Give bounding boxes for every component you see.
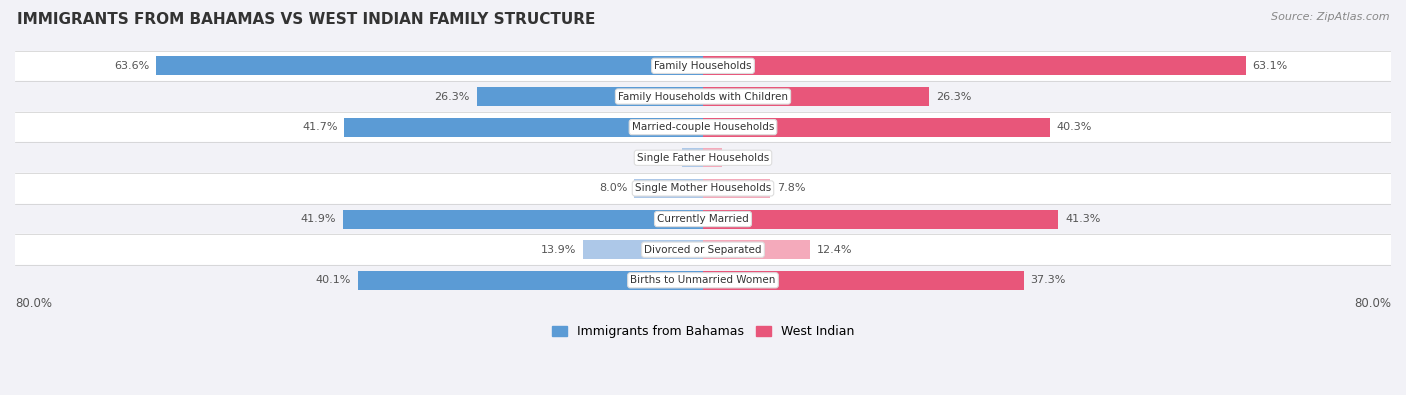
Bar: [15, 51, 1391, 81]
Bar: [703, 118, 1050, 137]
Text: Single Father Households: Single Father Households: [637, 153, 769, 163]
Text: Single Mother Households: Single Mother Households: [636, 183, 770, 194]
Bar: [15, 112, 1391, 143]
Text: IMMIGRANTS FROM BAHAMAS VS WEST INDIAN FAMILY STRUCTURE: IMMIGRANTS FROM BAHAMAS VS WEST INDIAN F…: [17, 12, 595, 27]
Bar: [15, 143, 1391, 173]
Bar: [344, 118, 703, 137]
Bar: [359, 271, 703, 290]
Bar: [477, 87, 703, 106]
Bar: [634, 179, 703, 198]
Bar: [15, 265, 1391, 295]
Text: Family Households with Children: Family Households with Children: [619, 92, 787, 102]
Bar: [703, 56, 1246, 75]
Text: Source: ZipAtlas.com: Source: ZipAtlas.com: [1271, 12, 1389, 22]
Bar: [343, 210, 703, 229]
Text: 2.2%: 2.2%: [728, 153, 758, 163]
Text: Births to Unmarried Women: Births to Unmarried Women: [630, 275, 776, 285]
Text: Married-couple Households: Married-couple Households: [631, 122, 775, 132]
Text: 37.3%: 37.3%: [1031, 275, 1066, 285]
Text: 26.3%: 26.3%: [434, 92, 470, 102]
Bar: [15, 234, 1391, 265]
Text: 2.4%: 2.4%: [647, 153, 675, 163]
Bar: [703, 179, 770, 198]
Text: 8.0%: 8.0%: [599, 183, 627, 194]
Text: 41.3%: 41.3%: [1066, 214, 1101, 224]
Bar: [15, 81, 1391, 112]
Bar: [703, 240, 810, 259]
Text: 12.4%: 12.4%: [817, 245, 852, 255]
Text: 63.1%: 63.1%: [1253, 61, 1288, 71]
Bar: [703, 210, 1059, 229]
Bar: [703, 271, 1024, 290]
Text: Divorced or Separated: Divorced or Separated: [644, 245, 762, 255]
Text: 80.0%: 80.0%: [1354, 297, 1391, 310]
Bar: [15, 204, 1391, 234]
Bar: [703, 87, 929, 106]
Text: 63.6%: 63.6%: [114, 61, 149, 71]
Text: 40.3%: 40.3%: [1056, 122, 1092, 132]
Bar: [156, 56, 703, 75]
Text: 41.9%: 41.9%: [301, 214, 336, 224]
Text: 26.3%: 26.3%: [936, 92, 972, 102]
Legend: Immigrants from Bahamas, West Indian: Immigrants from Bahamas, West Indian: [547, 320, 859, 343]
Bar: [583, 240, 703, 259]
Text: Family Households: Family Households: [654, 61, 752, 71]
Text: Currently Married: Currently Married: [657, 214, 749, 224]
Text: 41.7%: 41.7%: [302, 122, 337, 132]
Bar: [682, 148, 703, 167]
Text: 40.1%: 40.1%: [316, 275, 352, 285]
Text: 13.9%: 13.9%: [541, 245, 576, 255]
Bar: [15, 173, 1391, 204]
Bar: [703, 148, 721, 167]
Text: 7.8%: 7.8%: [778, 183, 806, 194]
Text: 80.0%: 80.0%: [15, 297, 52, 310]
